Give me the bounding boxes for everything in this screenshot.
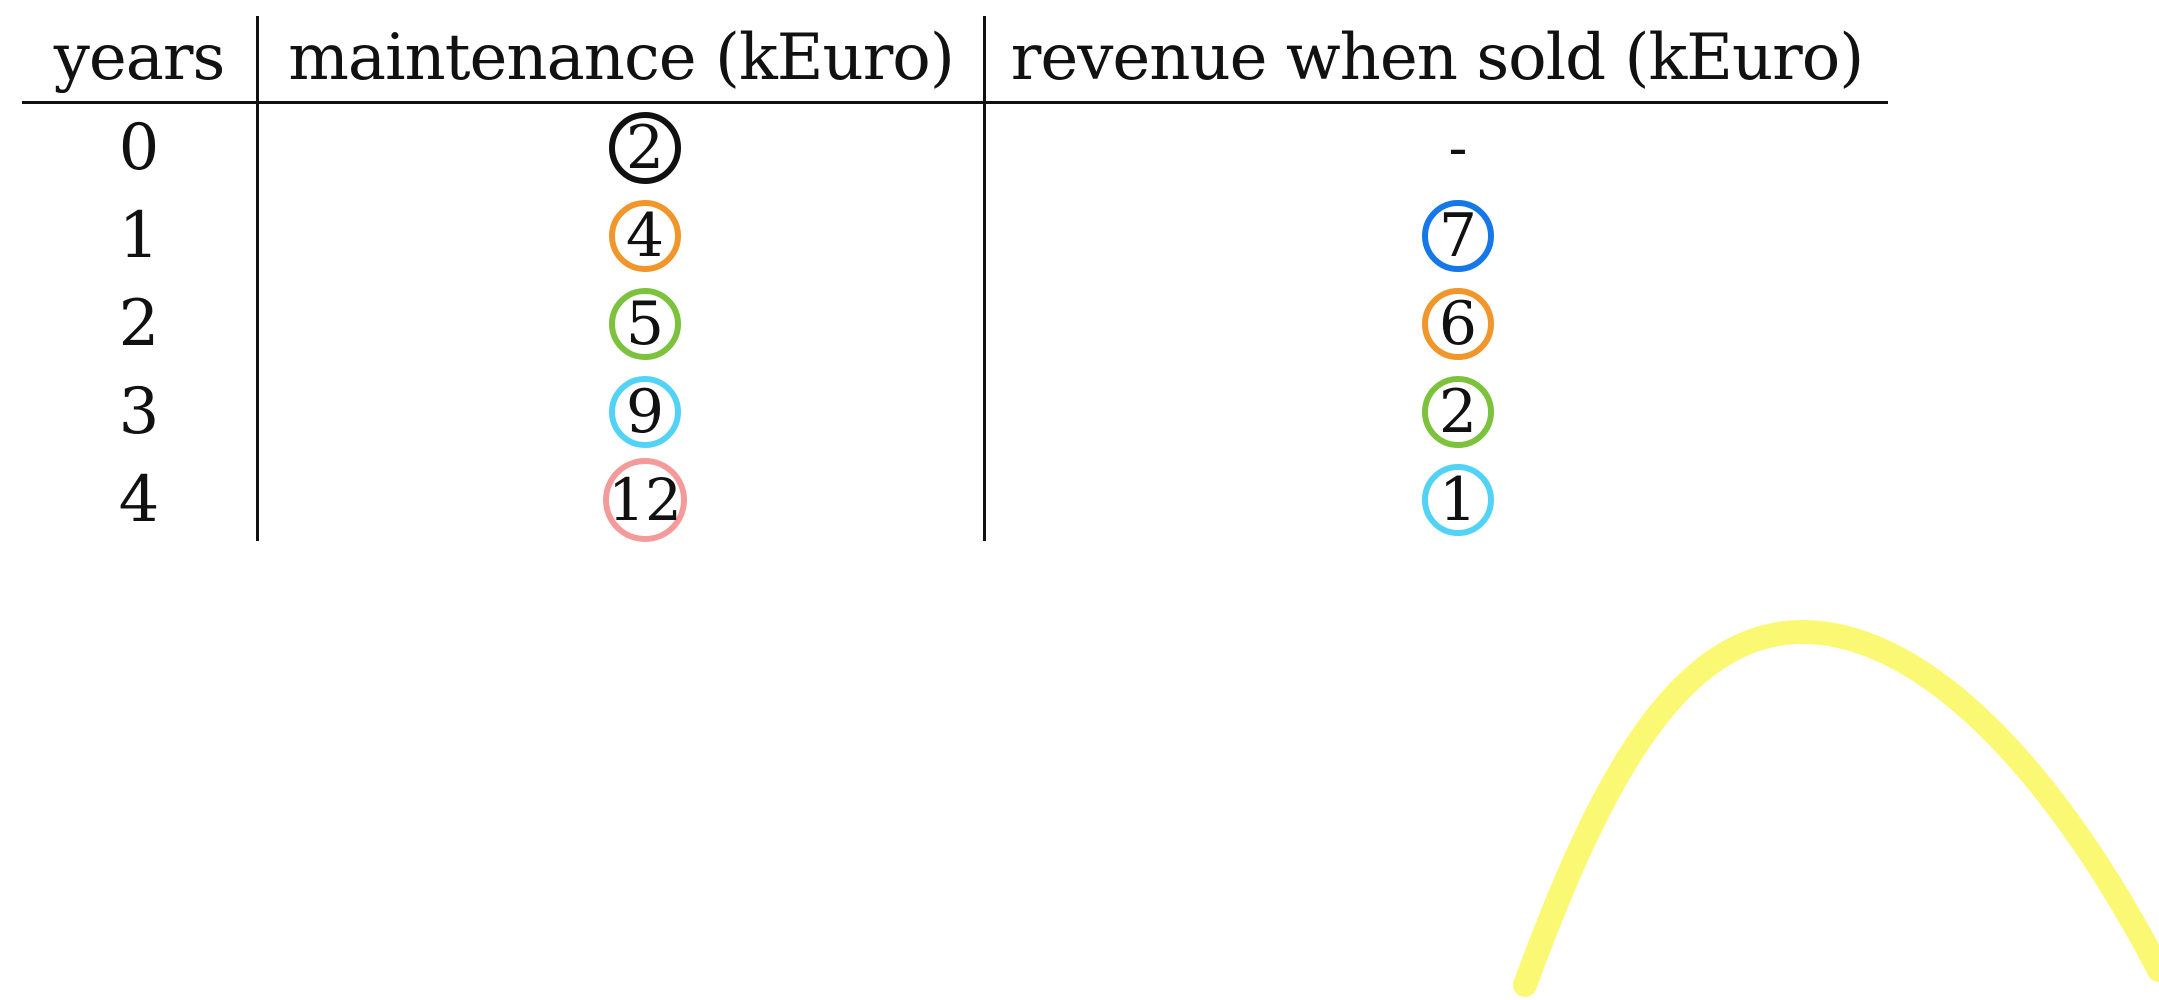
revenue-cell: 2: [1238, 368, 1678, 456]
revenue-cell: -: [1238, 104, 1678, 192]
header-years: years: [53, 21, 226, 95]
maintenance-cell: 5: [442, 280, 848, 368]
table-row: 2 5 6: [22, 280, 1888, 368]
year-cell: 2: [118, 287, 160, 361]
column-divider-1: [256, 16, 259, 541]
year-cell: 3: [118, 375, 160, 449]
table-row: 1 4 7: [22, 192, 1888, 280]
maintenance-cell: 2: [442, 104, 848, 192]
header-revenue: revenue when sold (kEuro): [1010, 21, 1865, 95]
circled-value: 5: [609, 288, 681, 360]
column-divider-2: [983, 16, 986, 541]
table-row: 4 12 1: [22, 456, 1888, 544]
year-cell: 1: [118, 199, 160, 273]
circled-value: 2: [609, 112, 681, 184]
header-maintenance: maintenance (kEuro): [288, 21, 955, 95]
circled-value: 1: [1422, 464, 1494, 536]
table-row: 3 9 2: [22, 368, 1888, 456]
header-rule: [22, 101, 1888, 104]
maintenance-cell: 4: [442, 192, 848, 280]
highlighter-stroke: [1513, 619, 2159, 997]
circled-value: 6: [1422, 288, 1494, 360]
circled-value: 7: [1422, 200, 1494, 272]
maintenance-revenue-table: years maintenance (kEuro) revenue when s…: [22, 0, 1888, 545]
year-cell: 0: [118, 111, 160, 185]
revenue-cell: 6: [1238, 280, 1678, 368]
maintenance-cell: 12: [442, 456, 848, 544]
revenue-cell: 1: [1238, 456, 1678, 544]
circled-value: 12: [603, 458, 687, 542]
table-body: 0 2 - 1 4 7 2 5 6: [22, 104, 1888, 544]
revenue-dash: -: [1448, 115, 1468, 181]
revenue-cell: 7: [1238, 192, 1678, 280]
circled-value: 2: [1422, 376, 1494, 448]
maintenance-cell: 9: [442, 368, 848, 456]
circled-value: 4: [609, 200, 681, 272]
table-row: 0 2 -: [22, 104, 1888, 192]
year-cell: 4: [118, 463, 160, 537]
circled-value: 9: [609, 376, 681, 448]
